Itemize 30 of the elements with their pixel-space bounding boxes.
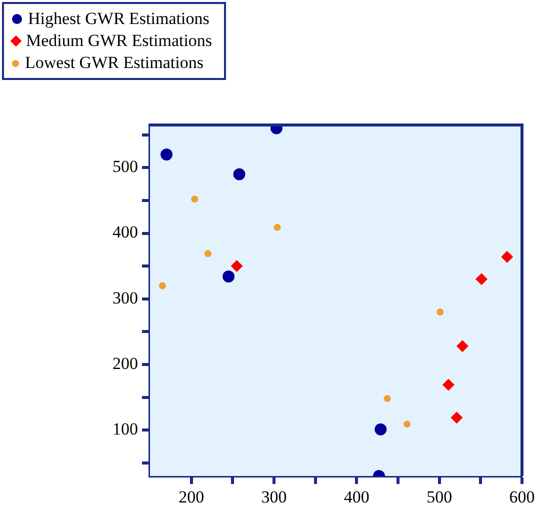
- legend-label: Medium GWR Estimations: [26, 30, 212, 52]
- point: [436, 308, 444, 316]
- point: [274, 224, 281, 231]
- point: [204, 250, 212, 258]
- point: [384, 395, 391, 402]
- point: [501, 250, 514, 263]
- point: [230, 260, 243, 272]
- y-tick-label: 100: [112, 420, 138, 439]
- y-tick-label: 500: [112, 157, 138, 176]
- legend-label: Highest GWR Estimations: [28, 8, 210, 30]
- point: [160, 148, 173, 161]
- x-tick-label: 300: [261, 488, 287, 507]
- point: [374, 423, 387, 436]
- x-tick-label: 400: [344, 488, 370, 507]
- point: [456, 340, 468, 352]
- x-tick-label: 600: [509, 488, 535, 507]
- legend-label: Lowest GWR Estimations: [25, 52, 204, 74]
- point: [191, 196, 198, 203]
- point: [475, 273, 488, 286]
- x-tick-label: 200: [178, 488, 204, 507]
- point: [450, 412, 463, 424]
- y-tick-label: 300: [112, 288, 138, 308]
- point: [442, 378, 454, 391]
- point: [158, 282, 166, 290]
- y-tick-label: 200: [112, 354, 138, 373]
- point: [233, 168, 246, 180]
- x-tick-label: 500: [426, 488, 452, 507]
- y-tick-label: 400: [112, 222, 138, 242]
- point: [222, 270, 235, 283]
- point: [404, 420, 411, 428]
